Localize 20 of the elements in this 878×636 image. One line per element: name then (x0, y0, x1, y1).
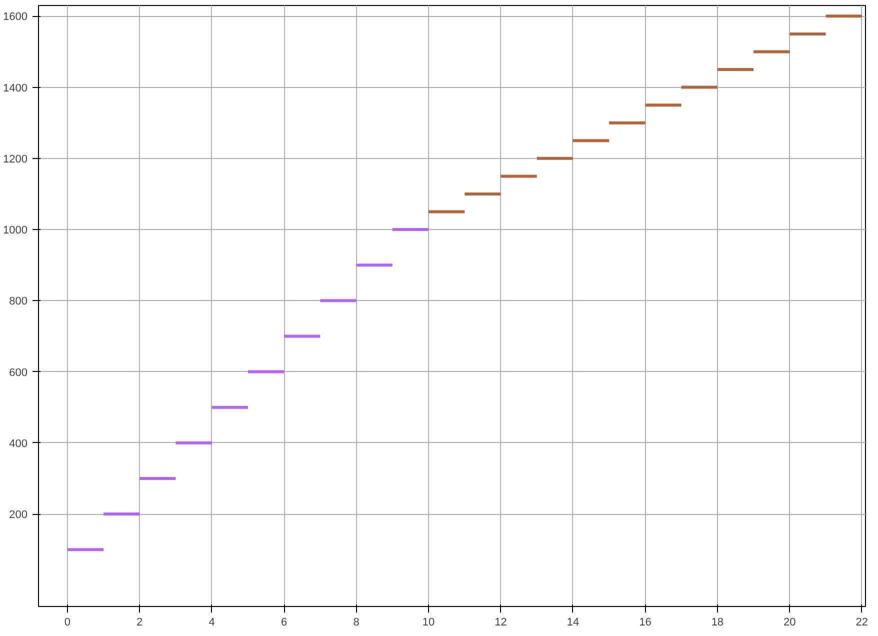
y-tick-label: 1600 (3, 11, 28, 24)
x-tick-label: 8 (353, 616, 360, 628)
x-tick-label: 22 (856, 616, 868, 628)
x-tick-label: 12 (494, 616, 507, 628)
y-tick-label: 600 (9, 366, 28, 379)
y-tick-label: 200 (9, 509, 28, 522)
x-tick-label: 0 (64, 616, 70, 628)
y-tick-label: 1200 (3, 153, 28, 166)
x-tick-label: 6 (281, 616, 288, 628)
x-tick-label: 16 (639, 616, 652, 628)
x-tick-label: 2 (136, 616, 143, 628)
y-tick-label: 800 (9, 296, 28, 308)
x-tick-label: 18 (711, 616, 724, 628)
y-tick-label: 1400 (3, 82, 28, 94)
x-tick-label: 20 (784, 616, 796, 628)
y-tick-label: 400 (9, 438, 28, 450)
y-tick-label: 1000 (3, 224, 28, 237)
x-tick-label: 10 (422, 616, 435, 628)
x-tick-label: 14 (566, 616, 580, 628)
x-tick-label: 4 (208, 616, 215, 628)
